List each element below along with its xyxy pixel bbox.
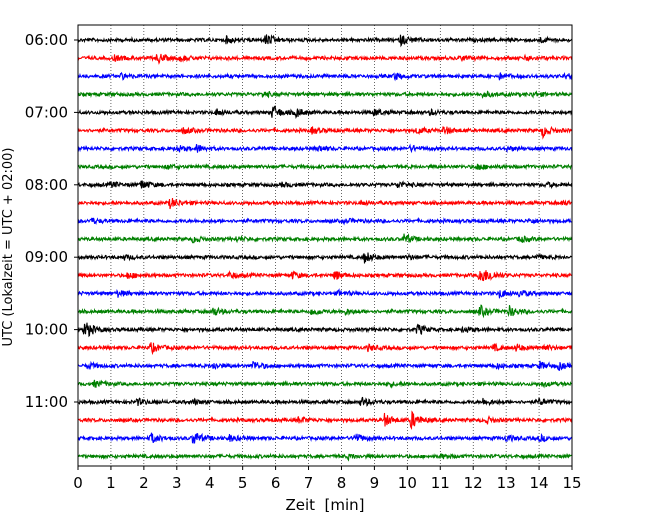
trace-row-8 <box>77 180 573 190</box>
x-tick-label-14: 14 <box>530 474 549 492</box>
trace-row-0 <box>77 34 573 48</box>
trace-row-6 <box>77 143 573 154</box>
x-tick-label-6: 6 <box>271 474 281 492</box>
trace-row-7 <box>77 162 573 172</box>
trace-row-17 <box>77 342 573 356</box>
trace-row-10 <box>77 217 573 226</box>
x-tick-label-3: 3 <box>172 474 182 492</box>
trace-row-18 <box>77 360 573 372</box>
x-tick-label-15: 15 <box>562 474 581 492</box>
y-tick-label-08:00: 08:00 <box>25 176 68 194</box>
y-tick-label-11:00: 11:00 <box>25 393 68 411</box>
x-tick-label-13: 13 <box>497 474 516 492</box>
x-tick-label-1: 1 <box>106 474 116 492</box>
trace-row-21 <box>77 410 573 430</box>
trace-row-11 <box>77 233 573 244</box>
x-tick-label-9: 9 <box>370 474 380 492</box>
x-tick-label-8: 8 <box>337 474 347 492</box>
y-tick-label-10:00: 10:00 <box>25 321 68 339</box>
x-tick-label-12: 12 <box>464 474 483 492</box>
trace-row-14 <box>77 288 573 299</box>
x-axis-label: Zeit [min] <box>285 496 364 514</box>
trace-row-15 <box>77 304 573 319</box>
y-axis-label: UTC (Lokalzeit = UTC + 02:00) <box>1 148 16 347</box>
x-tick-label-4: 4 <box>205 474 215 492</box>
x-tick-label-2: 2 <box>139 474 149 492</box>
traces <box>77 34 573 462</box>
y-tick-label-09:00: 09:00 <box>25 248 68 266</box>
x-tick-label-10: 10 <box>398 474 417 492</box>
y-axis-ticks: 06:00 07:00 08:00 09:00 10:00 11:00 <box>25 31 78 411</box>
x-axis-ticks: 0 1 2 3 4 5 6 7 8 9 10 11 12 13 14 15 <box>73 466 582 492</box>
x-tick-label-0: 0 <box>73 474 83 492</box>
trace-row-13 <box>77 270 573 282</box>
x-tick-label-5: 5 <box>238 474 248 492</box>
trace-row-1 <box>77 53 573 65</box>
trace-row-5 <box>77 125 573 140</box>
trace-row-4 <box>77 105 573 120</box>
trace-row-9 <box>77 197 573 210</box>
y-tick-label-07:00: 07:00 <box>25 103 68 121</box>
plot-frame <box>77 24 573 467</box>
trace-row-19 <box>77 379 573 389</box>
trace-row-2 <box>77 71 573 82</box>
trace-row-22 <box>77 432 573 444</box>
trace-row-23 <box>77 452 573 462</box>
y-tick-label-06:00: 06:00 <box>25 31 68 49</box>
trace-row-3 <box>77 90 573 99</box>
x-tick-label-7: 7 <box>304 474 314 492</box>
trace-row-20 <box>77 396 573 407</box>
trace-row-12 <box>77 252 573 264</box>
x-tick-label-11: 11 <box>431 474 450 492</box>
trace-row-16 <box>77 322 573 338</box>
